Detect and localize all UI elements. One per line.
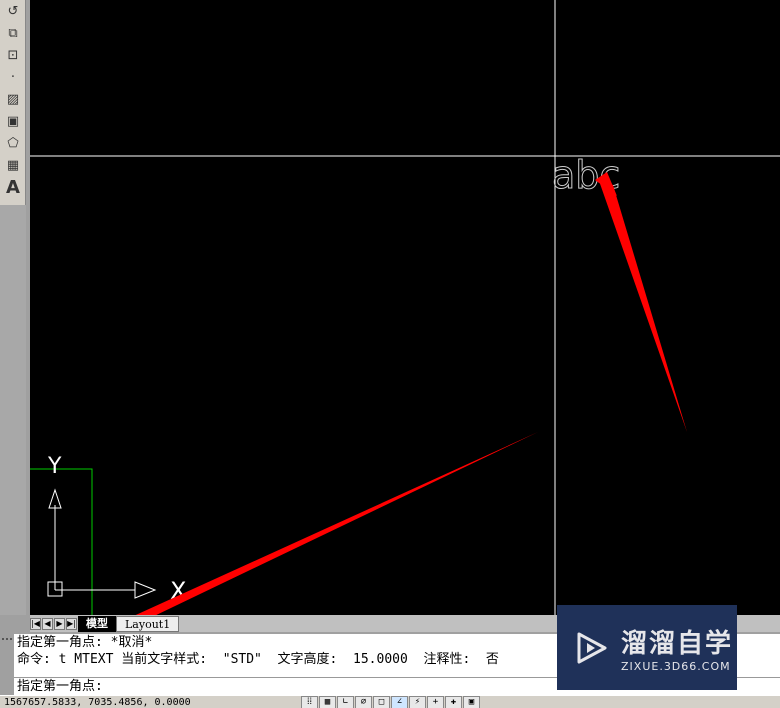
snap-toggle[interactable]: ⁞⁞ (301, 696, 318, 708)
command-input[interactable]: 指定第一角点: (14, 677, 780, 694)
tab-nav-button[interactable]: ▶| (66, 617, 77, 630)
tab-模型[interactable]: 模型 (78, 615, 116, 632)
command-history-line: 命令: t MTEXT 当前文字样式: "STD" 文字高度: 15.0000 … (17, 652, 499, 667)
hatch-icon[interactable]: ▨ (6, 92, 20, 107)
point-icon[interactable]: · (10, 70, 16, 85)
tab-nav-button[interactable]: ▶ (54, 617, 65, 630)
drawing-canvas[interactable]: abc X Y (30, 0, 780, 615)
ucs-y-label: Y (47, 454, 62, 479)
red-arrowhead-1 (595, 172, 617, 196)
coordinate-readout: 1567657.5833, 7035.4856, 0.0000 (4, 696, 191, 708)
dyn-toggle[interactable]: + (427, 696, 444, 708)
watermark-url: ZIXUE.3D66.COM (621, 659, 731, 673)
tab-nav-button[interactable]: |◀ (30, 617, 41, 630)
watermark-logo: 溜溜自学 ZIXUE.3D66.COM (557, 605, 737, 690)
canvas-graphics: abc X Y (30, 0, 780, 615)
osnap-toggle[interactable]: □ (373, 696, 390, 708)
viewport-border (30, 468, 93, 615)
gradient-icon[interactable]: ▣ (6, 114, 20, 129)
draw-toolbar: ↺ ⧉ ⊡ · ▨ ▣ ⬠ ▦ A (0, 0, 26, 205)
insert-block-icon[interactable]: ⧉ (8, 26, 18, 41)
model-toggle[interactable]: ▣ (463, 696, 480, 708)
ortho-toggle[interactable]: ∟ (337, 696, 354, 708)
lwt-toggle[interactable]: ✚ (445, 696, 462, 708)
play-logo-icon (577, 632, 607, 663)
table-icon[interactable]: ▦ (6, 158, 20, 173)
grid-toggle[interactable]: ▦ (319, 696, 336, 708)
make-block-icon[interactable]: ⊡ (7, 48, 19, 63)
multiline-text-icon[interactable]: A (6, 177, 20, 198)
region-icon[interactable]: ⬠ (7, 136, 19, 151)
status-bar: 1567657.5833, 7035.4856, 0.0000 ⁞⁞ ▦ ∟ ∅ □ ∠ ⚡… (0, 695, 780, 708)
command-grip[interactable] (2, 638, 12, 642)
polar-toggle[interactable]: ∅ (355, 696, 372, 708)
ucs-icon (47, 488, 157, 599)
red-arrow-to-text (598, 178, 687, 432)
tab-layout1[interactable]: Layout1 (116, 615, 180, 632)
watermark-name: 溜溜自学 (621, 628, 734, 659)
revision-cloud-icon[interactable]: ↺ (7, 4, 19, 19)
tab-nav-button[interactable]: ◀ (42, 617, 53, 630)
command-history-line: 指定第一角点: *取消* (17, 635, 153, 650)
left-strip (0, 205, 26, 615)
ducs-toggle[interactable]: ⚡ (409, 696, 426, 708)
otrack-toggle[interactable]: ∠ (391, 696, 408, 708)
red-arrow-to-command (135, 432, 538, 615)
